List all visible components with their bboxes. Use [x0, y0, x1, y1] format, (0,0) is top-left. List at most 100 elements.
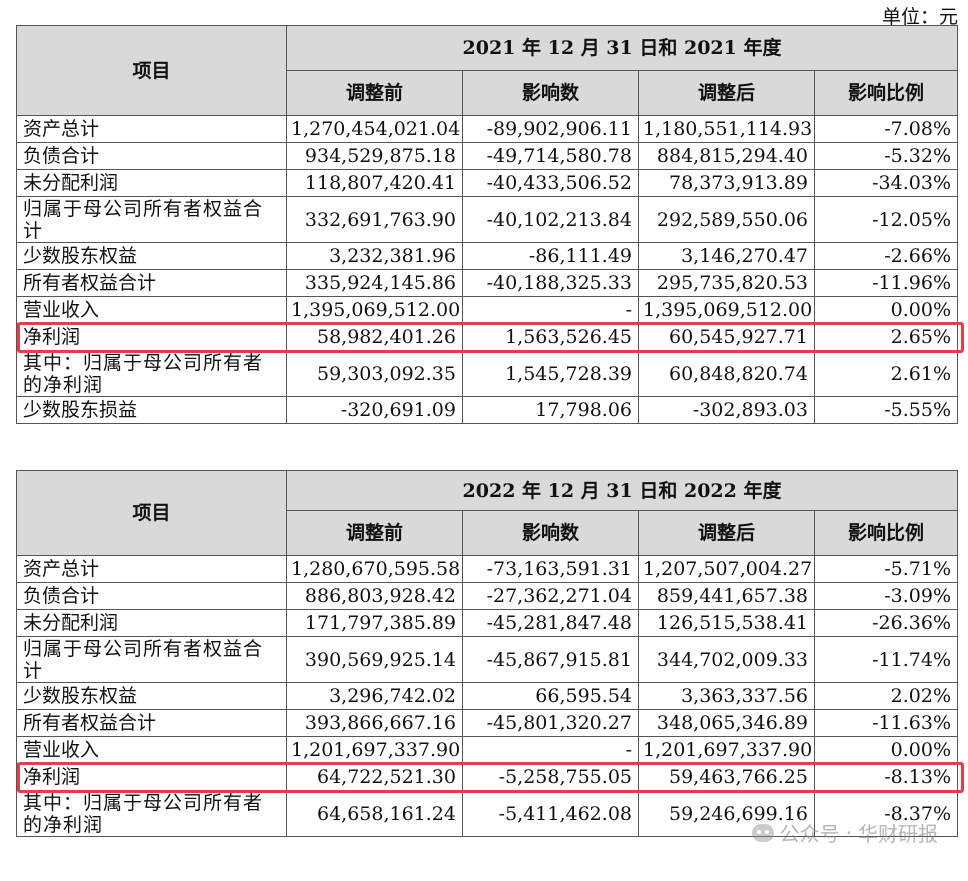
value-after: 3,146,270.47 [638, 242, 815, 270]
value-impact: 1,563,526.45 [462, 323, 639, 351]
value-impact: 1,545,728.39 [462, 350, 639, 397]
value-after: 126,515,538.41 [638, 609, 815, 637]
col-header-before: 调整前 [286, 510, 463, 556]
row-label: 少数股东权益 [16, 242, 287, 270]
value-after: 884,815,294.40 [638, 142, 815, 170]
row-label: 营业收入 [16, 296, 287, 324]
value-after: 59,246,699.16 [638, 790, 815, 837]
value-impact: -5,411,462.08 [462, 790, 639, 837]
col-header-ratio: 影响比例 [813, 70, 959, 116]
value-before: 171,797,385.89 [286, 609, 463, 637]
table-row: 所有者权益合计 393,866,667.16 -45,801,320.27 348,0… [16, 709, 959, 737]
value-impact: -27,362,271.04 [462, 582, 639, 610]
value-ratio: -2.66% [813, 242, 959, 270]
value-before: 390,569,925.14 [286, 636, 463, 683]
value-after: 59,463,766.25 [638, 763, 815, 791]
period-header: 2022 年 12 月 31 日和 2022 年度 [285, 470, 959, 511]
value-after: 292,589,550.06 [638, 196, 815, 243]
table-row: 少数股东权益 3,296,742.02 66,595.54 3,363,337.56 2… [16, 682, 959, 710]
value-after: 348,065,346.89 [638, 709, 815, 737]
value-impact: -45,281,847.48 [462, 609, 639, 637]
row-label: 负债合计 [16, 582, 287, 610]
value-after: 78,373,913.89 [638, 169, 815, 197]
table-row: 少数股东损益 -320,691.09 17,798.06 -302,893.03 -5.… [16, 396, 959, 424]
table-row: 净利润 64,722,521.30 -5,258,755.05 59,463,766.… [16, 763, 959, 791]
col-header-impact: 影响数 [462, 70, 639, 116]
value-impact: 17,798.06 [462, 396, 639, 424]
value-before: 335,924,145.86 [286, 269, 463, 297]
row-label: 归属于母公司所有者权益合计 [16, 636, 287, 683]
adjustment-table-2022: 项目 2022 年 12 月 31 日和 2022 年度 调整前 影响数 调整后… [16, 470, 959, 837]
row-label-text: 其中：归属于母公司所有者的净利润 [23, 791, 264, 836]
value-after: 344,702,009.33 [638, 636, 815, 683]
table-row: 所有者权益合计 335,924,145.86 -40,188,325.33 295,7… [16, 269, 959, 297]
row-label: 净利润 [16, 323, 287, 351]
value-impact: -40,102,213.84 [462, 196, 639, 243]
value-impact: -89,902,906.11 [462, 115, 639, 143]
table-body: 资产总计 1,280,670,595.58 -73,163,591.31 1,207,… [16, 555, 959, 837]
row-label-text: 归属于母公司所有者权益合计 [23, 637, 264, 682]
col-header-after: 调整后 [638, 70, 815, 116]
value-impact: 66,595.54 [462, 682, 639, 710]
item-header: 项目 [16, 470, 287, 556]
value-ratio: -3.09% [813, 582, 959, 610]
row-label: 所有者权益合计 [16, 709, 287, 737]
table-row: 未分配利润 171,797,385.89 -45,281,847.48 126,515… [16, 609, 959, 637]
value-before: 64,658,161.24 [286, 790, 463, 837]
table-row: 资产总计 1,270,454,021.04 -89,902,906.11 1,180,… [16, 115, 959, 143]
table-row: 归属于母公司所有者权益合计 390,569,925.14 -45,867,915.8… [16, 636, 959, 683]
table-row: 其中：归属于母公司所有者的净利润 59,303,092.35 1,545,728.3… [16, 350, 959, 397]
table-row: 少数股东权益 3,232,381.96 -86,111.49 3,146,270.47… [16, 242, 959, 270]
value-before: 1,280,670,595.58 [286, 555, 463, 583]
value-after: 859,441,657.38 [638, 582, 815, 610]
row-label-text: 归属于母公司所有者权益合计 [23, 197, 264, 242]
watermark-text-2: 华财研报 [858, 822, 938, 846]
value-ratio: -8.37% [813, 790, 959, 837]
value-after: 60,848,820.74 [638, 350, 815, 397]
table-row: 负债合计 934,529,875.18 -49,714,580.78 884,815,… [16, 142, 959, 170]
value-after: 1,180,551,114.93 [638, 115, 815, 143]
watermark-sep: · [845, 820, 852, 845]
value-ratio: -12.05% [813, 196, 959, 243]
value-before: 393,866,667.16 [286, 709, 463, 737]
value-ratio: -5.71% [813, 555, 959, 583]
value-ratio: -26.36% [813, 609, 959, 637]
row-label: 未分配利润 [16, 169, 287, 197]
value-before: -320,691.09 [286, 396, 463, 424]
col-header-impact: 影响数 [462, 510, 639, 556]
value-ratio: 2.02% [813, 682, 959, 710]
value-impact: -45,801,320.27 [462, 709, 639, 737]
row-label: 未分配利润 [16, 609, 287, 637]
table-row: 营业收入 1,395,069,512.00-1,395,069,512.00 0.0… [16, 296, 959, 324]
value-before: 886,803,928.42 [286, 582, 463, 610]
adjustment-table-2021: 项目 2021 年 12 月 31 日和 2021 年度 调整前 影响数 调整后… [16, 25, 959, 424]
value-ratio: 2.61% [813, 350, 959, 397]
table-row: 未分配利润 118,807,420.41 -40,433,506.52 78,373,… [16, 169, 959, 197]
value-ratio: -8.13% [813, 763, 959, 791]
value-after: 60,545,927.71 [638, 323, 815, 351]
value-impact: - [462, 736, 639, 764]
value-before: 332,691,763.90 [286, 196, 463, 243]
value-after: 1,207,507,004.27 [638, 555, 815, 583]
row-label: 少数股东权益 [16, 682, 287, 710]
item-header: 项目 [16, 25, 287, 116]
value-impact: -45,867,915.81 [462, 636, 639, 683]
value-before: 118,807,420.41 [286, 169, 463, 197]
value-before: 3,296,742.02 [286, 682, 463, 710]
value-after: 1,395,069,512.00 [638, 296, 815, 324]
value-after: -302,893.03 [638, 396, 815, 424]
watermark: 公众号 · 华财研报 [751, 818, 938, 847]
value-before: 3,232,381.96 [286, 242, 463, 270]
value-before: 934,529,875.18 [286, 142, 463, 170]
row-label: 资产总计 [16, 115, 287, 143]
value-before: 1,201,697,337.90 [286, 736, 463, 764]
value-impact: -40,433,506.52 [462, 169, 639, 197]
value-after: 1,201,697,337.90 [638, 736, 815, 764]
table-row: 营业收入 1,201,697,337.90-1,201,697,337.90 0.0… [16, 736, 959, 764]
value-ratio: 2.65% [813, 323, 959, 351]
row-label: 少数股东损益 [16, 396, 287, 424]
value-before: 58,982,401.26 [286, 323, 463, 351]
period-header: 2021 年 12 月 31 日和 2021 年度 [285, 25, 959, 71]
row-label: 资产总计 [16, 555, 287, 583]
value-ratio: -7.08% [813, 115, 959, 143]
